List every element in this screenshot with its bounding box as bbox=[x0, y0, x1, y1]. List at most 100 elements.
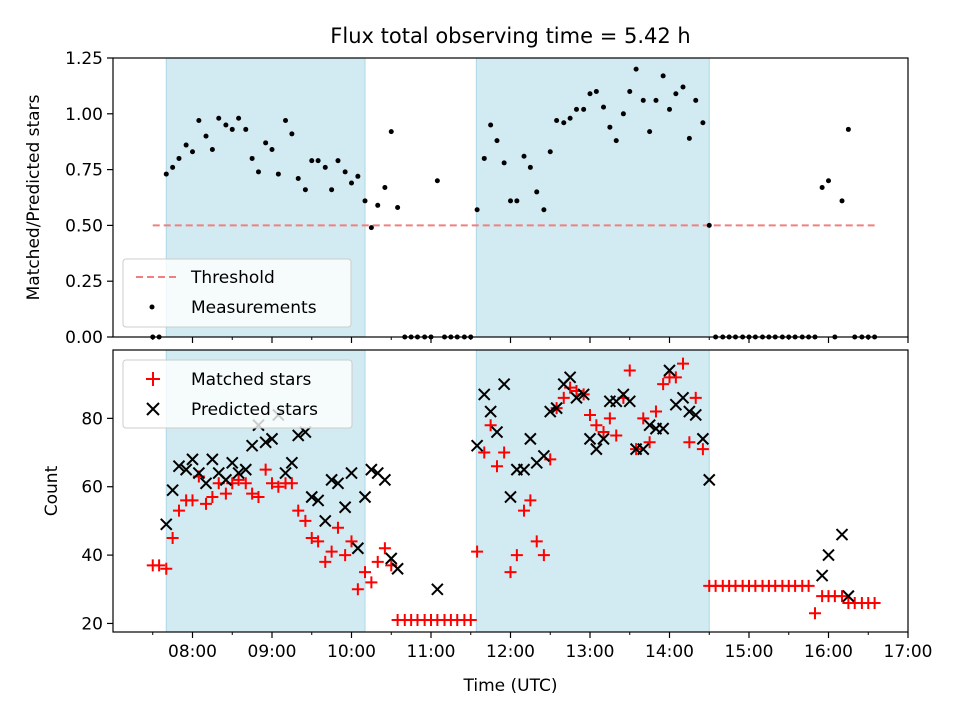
measurement-point bbox=[355, 173, 361, 179]
measurement-point bbox=[375, 202, 381, 208]
measurement-point bbox=[289, 131, 295, 137]
matched-star-point bbox=[351, 583, 364, 596]
matched-star-point bbox=[365, 576, 378, 589]
top-y-tick-label: 1.25 bbox=[65, 49, 103, 69]
predicted-star-point bbox=[338, 501, 352, 514]
measurement-point bbox=[613, 138, 619, 144]
legend-predicted-swatch bbox=[146, 402, 160, 416]
measurement-point bbox=[255, 169, 261, 175]
legend-threshold-label: Threshold bbox=[190, 268, 275, 288]
matched-star-point bbox=[504, 566, 517, 579]
measurement-point bbox=[494, 138, 500, 144]
predicted-star-point bbox=[265, 432, 279, 446]
matched-star-point bbox=[299, 514, 312, 527]
measurement-point bbox=[322, 164, 328, 170]
predicted-star-point bbox=[305, 490, 318, 504]
predicted-star-point bbox=[365, 463, 378, 476]
predicted-star-point bbox=[226, 456, 239, 470]
measurement-point bbox=[627, 88, 633, 94]
measurement-point bbox=[839, 198, 845, 204]
predicted-star-point bbox=[504, 490, 517, 504]
predicted-star-point bbox=[285, 456, 299, 470]
measurement-point bbox=[653, 97, 659, 103]
ratio-panel: 0.00 0.25 0.50 0.75 1.00 1.25 Matched/Predict… bbox=[24, 49, 909, 348]
predicted-star-point bbox=[490, 425, 504, 439]
measurement-point bbox=[686, 135, 692, 141]
measurement-point bbox=[382, 184, 388, 190]
matched-star-point bbox=[232, 473, 245, 486]
predicted-star-point bbox=[186, 453, 199, 466]
matched-star-point bbox=[490, 460, 503, 473]
predicted-star-point bbox=[689, 408, 702, 422]
predicted-star-point bbox=[311, 494, 325, 507]
predicted-star-point bbox=[385, 552, 398, 565]
matched-star-point bbox=[484, 419, 497, 432]
measurement-point bbox=[263, 140, 269, 146]
matched-star-point bbox=[266, 477, 278, 490]
measurement-point bbox=[335, 158, 341, 164]
bottom-x-ticks: 08:00 09:00 10:00 11:00 12:00 13:00 14:00 15:00… bbox=[152, 632, 933, 662]
predicted-star-point bbox=[590, 442, 603, 456]
top-y-ticks: 0.00 0.25 0.50 0.75 1.00 1.25 bbox=[65, 49, 113, 348]
predicted-star-point bbox=[192, 466, 206, 480]
matched-star-point bbox=[696, 443, 709, 456]
matched-star-point bbox=[464, 614, 477, 627]
matched-star-point bbox=[285, 477, 298, 490]
shaded-interval-2 bbox=[475, 349, 710, 633]
matched-star-point bbox=[649, 405, 662, 418]
predicted-star-point bbox=[391, 562, 404, 575]
matched-star-point bbox=[683, 436, 696, 449]
legend-matched-swatch bbox=[146, 372, 160, 386]
predicted-star-point bbox=[358, 490, 372, 504]
matched-star-point bbox=[200, 497, 213, 510]
x-tick-label: 14:00 bbox=[645, 642, 694, 662]
predicted-star-point bbox=[160, 518, 173, 531]
matched-star-point bbox=[239, 477, 252, 490]
matched-star-point bbox=[478, 446, 491, 459]
chart-title: Flux total observing time = 5.42 h bbox=[330, 24, 690, 48]
top-y-tick-label: 0.00 bbox=[65, 328, 103, 348]
measurement-point bbox=[593, 88, 599, 94]
measurement-point bbox=[269, 147, 275, 153]
matched-star-point bbox=[272, 480, 285, 493]
measurement-point bbox=[223, 122, 229, 128]
measurement-point bbox=[660, 73, 666, 79]
measurement-point bbox=[845, 126, 851, 132]
measurement-point bbox=[488, 122, 494, 128]
matched-star-point bbox=[378, 542, 391, 555]
legend-predicted-label: Predicted stars bbox=[191, 400, 318, 420]
measurement-point bbox=[329, 187, 335, 193]
predicted-star-point bbox=[703, 473, 716, 487]
measurement-point bbox=[567, 115, 573, 121]
bottom-y-tick-label: 20 bbox=[81, 614, 103, 634]
predicted-star-point bbox=[245, 439, 259, 452]
top-y-axis-label: Matched/Predicted stars bbox=[24, 94, 44, 300]
predicted-star-point bbox=[232, 466, 245, 480]
top-legend: Threshold Measurements bbox=[122, 258, 352, 328]
top-legend-box bbox=[122, 258, 352, 328]
measurement-point bbox=[249, 155, 255, 161]
measurement-point bbox=[640, 97, 646, 103]
matched-star-point bbox=[312, 535, 325, 548]
matched-star-point bbox=[669, 371, 682, 384]
matched-star-point bbox=[657, 378, 670, 391]
predicted-star-point bbox=[199, 477, 213, 490]
matched-star-point bbox=[603, 412, 616, 425]
predicted-star-point bbox=[431, 583, 444, 596]
measurement-point bbox=[501, 160, 507, 166]
measurement-point bbox=[620, 111, 626, 117]
matched-star-point bbox=[510, 549, 523, 562]
predicted-star-point bbox=[643, 418, 656, 432]
predicted-star-point bbox=[835, 528, 849, 541]
top-y-tick-label: 0.75 bbox=[65, 161, 103, 181]
legend-measurement-label: Measurements bbox=[191, 298, 317, 318]
matched-star-point bbox=[689, 391, 702, 404]
measurement-point bbox=[601, 104, 607, 110]
measurement-point bbox=[534, 189, 540, 195]
matched-star-point bbox=[331, 521, 344, 534]
matched-star-point bbox=[637, 412, 650, 425]
matched-star-point bbox=[206, 490, 219, 503]
measurement-point bbox=[527, 164, 533, 170]
bottom-y-ticks: 20 40 60 80 bbox=[81, 409, 113, 634]
predicted-star-point bbox=[623, 395, 636, 408]
